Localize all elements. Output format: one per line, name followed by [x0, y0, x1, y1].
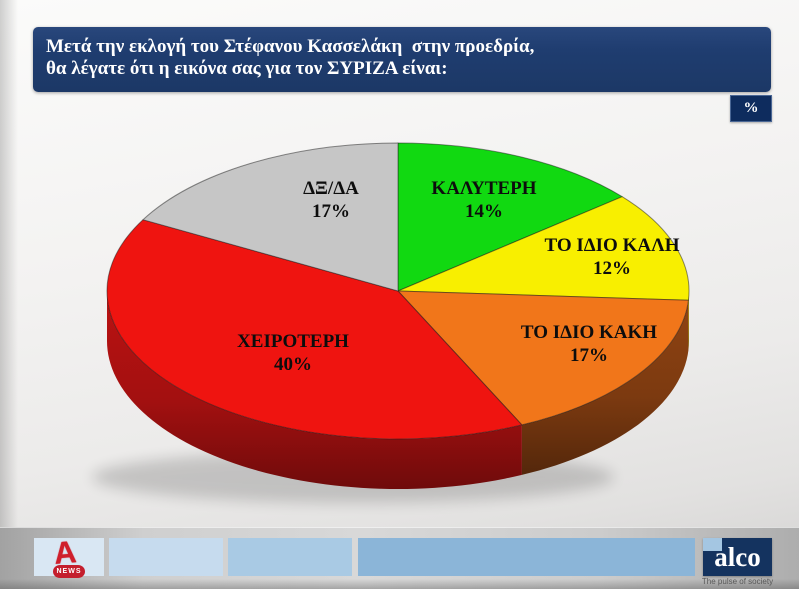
pie-slice-0 [397, 142, 623, 292]
question-line-2: θα λέγατε ότι η εικόνα σας για τον ΣΥΡΙΖ… [46, 58, 448, 79]
pie-slice-side-1 [688, 291, 689, 351]
footer-bar-2 [109, 538, 223, 576]
pie-slice-side-2 [521, 300, 689, 475]
alco-tagline: The pulse of society [701, 577, 774, 586]
pie-slice-side-3 [107, 291, 522, 489]
footer-bar-4 [358, 538, 695, 576]
alco-logo-text: alco [714, 542, 761, 572]
alco-logo-notch [703, 538, 722, 551]
alco-logo: alco [703, 538, 772, 576]
alpha-news-logo: A NEWS [50, 534, 92, 578]
question-line-1: Μετά την εκλογή του Στέφανου Κασσελάκη σ… [46, 36, 535, 57]
pie-slice-2 [397, 290, 689, 426]
question-header: Μετά την εκλογή του Στέφανου Κασσελάκη σ… [33, 27, 771, 92]
alpha-news-badge: NEWS [53, 565, 85, 578]
pie-slice-1 [397, 196, 690, 301]
percent-unit-badge: % [730, 95, 772, 122]
pie-slice-3 [106, 219, 523, 440]
pie-slice-4 [142, 142, 399, 292]
footer-bar-3 [228, 538, 352, 576]
